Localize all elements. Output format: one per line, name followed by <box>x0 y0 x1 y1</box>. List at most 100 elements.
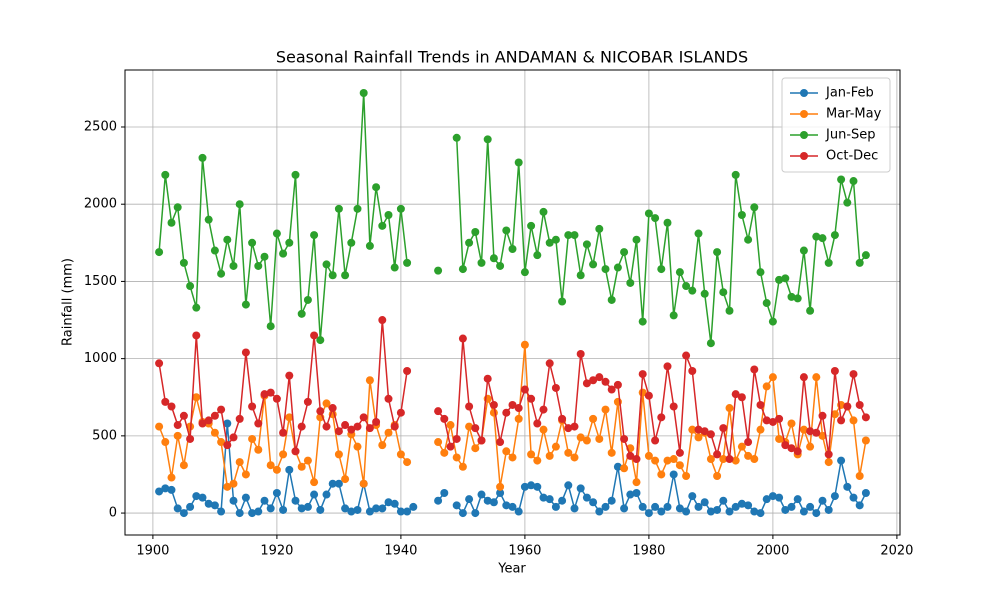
data-point <box>322 490 331 499</box>
data-point <box>465 238 474 247</box>
chart-title: Seasonal Rainfall Trends in ANDAMAN & NI… <box>276 48 748 67</box>
data-point <box>725 404 734 413</box>
data-point <box>849 416 858 425</box>
data-point <box>316 336 325 345</box>
plot-frame <box>124 69 901 536</box>
data-point <box>254 261 263 270</box>
data-point <box>316 407 325 416</box>
data-point <box>210 428 219 437</box>
data-point <box>458 509 467 518</box>
data-point <box>353 505 362 514</box>
data-point <box>434 266 443 275</box>
data-point <box>396 204 405 213</box>
data-point <box>799 373 808 382</box>
data-point <box>527 481 536 490</box>
data-point <box>458 334 467 343</box>
data-point <box>638 370 647 379</box>
data-point <box>533 419 542 428</box>
data-point <box>787 444 796 453</box>
data-point <box>793 294 802 303</box>
data-point <box>533 251 542 260</box>
data-point <box>589 260 598 269</box>
data-point <box>719 288 728 297</box>
data-point <box>756 509 765 518</box>
y-tick-label: 500 <box>92 428 117 443</box>
data-point <box>322 422 331 431</box>
data-point <box>843 402 852 411</box>
data-point <box>465 495 474 504</box>
data-point <box>403 507 412 516</box>
data-point <box>713 248 722 257</box>
y-tick-label: 2500 <box>84 119 117 134</box>
data-point <box>750 507 759 516</box>
data-point <box>806 306 815 315</box>
data-point <box>551 383 560 392</box>
data-point <box>396 450 405 459</box>
data-point <box>651 214 660 223</box>
data-point <box>272 465 281 474</box>
data-point <box>582 240 591 249</box>
data-point <box>452 133 461 142</box>
data-point <box>334 479 343 488</box>
data-point <box>744 451 753 460</box>
data-point <box>514 414 523 423</box>
data-point <box>322 399 331 408</box>
data-point <box>161 484 170 493</box>
data-point <box>520 268 529 277</box>
data-point <box>582 493 591 502</box>
data-point <box>731 456 740 465</box>
data-point <box>675 461 684 470</box>
data-point <box>750 365 759 374</box>
data-point <box>533 482 542 491</box>
data-point <box>837 175 846 184</box>
legend-marker <box>800 152 808 160</box>
data-point <box>514 507 523 516</box>
data-point <box>502 226 511 235</box>
data-point <box>310 478 319 487</box>
data-point <box>824 450 833 459</box>
data-point <box>781 441 790 450</box>
data-point <box>818 431 827 440</box>
data-point <box>167 402 176 411</box>
data-point <box>651 456 660 465</box>
data-point <box>818 496 827 505</box>
data-point <box>303 502 312 511</box>
y-tick-label: 1000 <box>84 351 117 366</box>
data-point <box>830 492 839 501</box>
data-point <box>223 482 232 491</box>
data-point <box>768 317 777 326</box>
data-point <box>725 455 734 464</box>
data-point <box>254 419 263 428</box>
data-point <box>409 502 418 511</box>
data-point <box>452 501 461 510</box>
data-point <box>235 200 244 209</box>
legend-marker <box>800 89 808 97</box>
data-point <box>595 434 604 443</box>
data-point <box>688 425 697 434</box>
data-point <box>514 158 523 167</box>
data-point <box>620 248 629 257</box>
data-point <box>508 502 517 511</box>
data-point <box>508 453 517 462</box>
data-point <box>855 258 864 267</box>
data-point <box>527 450 536 459</box>
data-point <box>756 268 765 277</box>
data-point <box>248 402 257 411</box>
data-point <box>663 456 672 465</box>
data-point <box>607 496 616 505</box>
data-point <box>155 248 164 257</box>
data-point <box>775 275 784 284</box>
data-point <box>806 442 815 451</box>
data-point <box>595 373 604 382</box>
data-point <box>341 421 350 430</box>
data-point <box>558 297 567 306</box>
data-point <box>477 436 486 445</box>
data-point <box>310 331 319 340</box>
data-point <box>322 260 331 269</box>
data-point <box>167 218 176 227</box>
data-point <box>384 428 393 437</box>
data-point <box>496 482 505 491</box>
data-point <box>458 265 467 274</box>
data-point <box>248 238 257 247</box>
data-point <box>260 496 269 505</box>
